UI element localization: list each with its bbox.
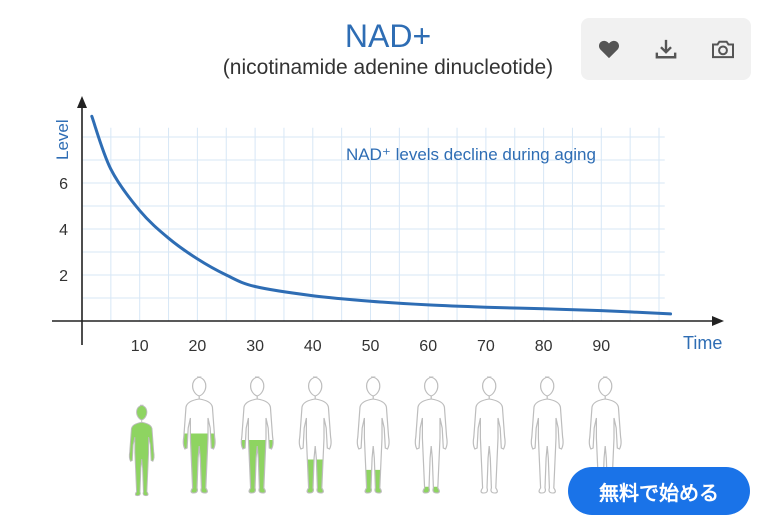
nad-level-fill: [307, 459, 324, 493]
camera-icon[interactable]: [708, 34, 738, 64]
person-figure: [298, 376, 332, 494]
page-title: NAD+: [344, 18, 432, 54]
axes: [52, 96, 724, 345]
person-figure: [530, 376, 564, 494]
x-tick-label: 30: [246, 338, 264, 355]
y-tick-label: 4: [59, 222, 68, 239]
x-tick-label: 70: [477, 338, 495, 355]
person-outline: [128, 404, 155, 497]
start-free-button[interactable]: 無料で始める: [568, 467, 750, 515]
x-axis-label: Time: [683, 333, 722, 353]
person-outline: [182, 376, 216, 494]
series-line: [90, 114, 673, 316]
nad-level-fill: [129, 405, 155, 496]
person-figure: [414, 376, 448, 494]
person-figure: [356, 376, 390, 494]
person-outline: [588, 376, 622, 494]
person-figure: [182, 376, 216, 494]
page-subtitle: (nicotinamide adenine dinucleotide): [222, 56, 554, 79]
nad-level-fill: [365, 469, 382, 493]
x-tick-label: 80: [535, 338, 553, 355]
person-outline: [472, 376, 506, 494]
aging-figures: [128, 376, 622, 497]
chart-annotation: NAD⁺ levels decline during aging: [346, 145, 596, 164]
y-axis-arrow: [77, 96, 87, 108]
x-axis-arrow: [712, 316, 724, 326]
x-tick-label: 20: [189, 338, 207, 355]
person-figure: [128, 404, 155, 497]
y-tick-label: 6: [59, 176, 68, 193]
person-figure: [240, 376, 274, 494]
download-icon[interactable]: [651, 34, 681, 64]
x-tick-label: 50: [362, 338, 380, 355]
person-outline: [240, 376, 274, 494]
person-outline: [298, 376, 332, 494]
person-figure: [588, 376, 622, 494]
x-tick-label: 90: [592, 338, 610, 355]
person-outline: [530, 376, 564, 494]
x-tick-label: 60: [419, 338, 437, 355]
y-axis-label: Level: [53, 119, 72, 160]
y-tick-label: 2: [59, 268, 68, 285]
x-tick-label: 40: [304, 338, 322, 355]
x-tick-label: 10: [131, 338, 149, 355]
person-figure: [472, 376, 506, 494]
grid: [82, 127, 665, 321]
person-outline: [414, 376, 448, 494]
heart-icon[interactable]: [594, 34, 624, 64]
action-bar: [581, 18, 751, 80]
nad-level-fill: [423, 486, 440, 493]
person-outline: [356, 376, 390, 494]
